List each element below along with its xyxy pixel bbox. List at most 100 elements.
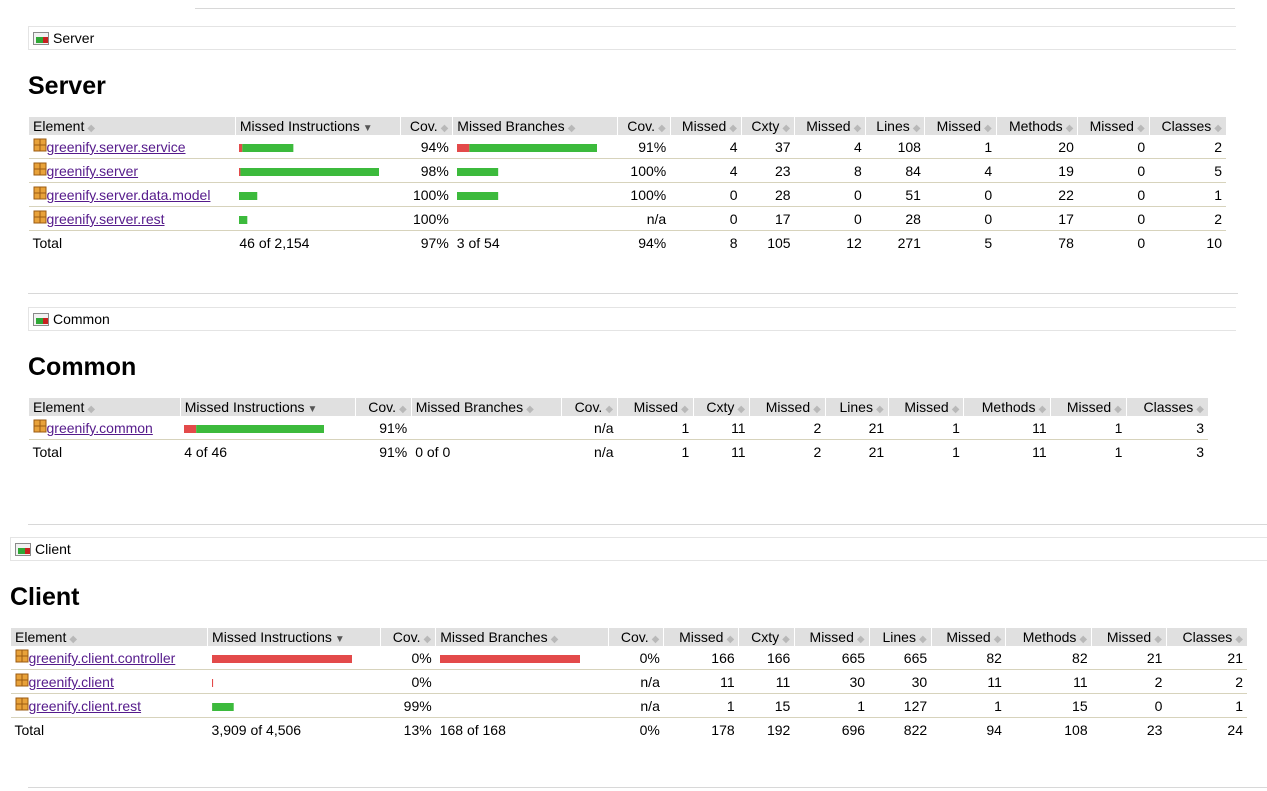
column-header[interactable]: Methods ◆ xyxy=(995,117,1078,135)
cell: 17 xyxy=(741,206,795,231)
column-header[interactable]: Cov. ◆ xyxy=(607,628,664,646)
cell: 22 xyxy=(996,182,1078,207)
column-header[interactable]: Cxty ◆ xyxy=(740,117,795,135)
column-header[interactable]: Missed Instructions ▼ xyxy=(207,628,381,646)
sort-arrow: ◆ xyxy=(853,123,862,134)
cell: 30 xyxy=(794,669,870,694)
package-link[interactable]: greenify.client xyxy=(28,674,114,690)
header-text: Missed xyxy=(904,399,949,415)
column-header[interactable]: Missed ◆ xyxy=(1077,117,1150,135)
covered-bar xyxy=(196,424,325,433)
cell: 51 xyxy=(865,182,925,207)
package-link[interactable]: greenify.server.rest xyxy=(46,211,165,227)
sort-arrow: ◆ xyxy=(729,123,737,134)
column-header[interactable]: Missed Branches ◆ xyxy=(410,398,562,416)
column-header[interactable]: Missed ◆ xyxy=(794,117,866,135)
total-row: Total 3,909 of 4,506 13% 168 of 168 0% 178 192… xyxy=(10,717,1247,741)
column-header[interactable]: Lines ◆ xyxy=(865,117,925,135)
package-link[interactable]: greenify.common xyxy=(46,420,153,436)
element-cell: greenify.common xyxy=(28,416,181,440)
sort-arrow: ◆ xyxy=(984,123,992,134)
column-header[interactable]: Cxty ◆ xyxy=(738,628,795,646)
sort-arrow: ◆ xyxy=(782,634,790,645)
package-link[interactable]: greenify.server xyxy=(46,163,139,179)
divider xyxy=(28,293,1238,294)
column-header[interactable]: Missed ◆ xyxy=(924,117,997,135)
package-link[interactable]: greenify.client.rest xyxy=(28,698,142,714)
package-icon xyxy=(15,673,28,687)
column-header[interactable]: Lines ◆ xyxy=(868,628,932,646)
cell: 5 xyxy=(1149,158,1226,183)
column-header[interactable]: Classes ◆ xyxy=(1165,628,1247,646)
column-header[interactable]: Cov. ◆ xyxy=(399,117,453,135)
missed-bar xyxy=(239,143,243,152)
branches-bar-cell xyxy=(435,693,609,718)
column-header[interactable]: Missed Branches ◆ xyxy=(452,117,618,135)
column-header[interactable]: Methods ◆ xyxy=(963,398,1051,416)
column-header[interactable]: Missed Branches ◆ xyxy=(435,628,609,646)
divider xyxy=(28,787,1267,788)
cell: 84 xyxy=(865,158,925,183)
column-header[interactable]: Missed ◆ xyxy=(1050,398,1127,416)
sort-arrow: ◆ xyxy=(993,634,1002,645)
missed-bar xyxy=(239,167,241,176)
column-header[interactable]: Methods ◆ xyxy=(1005,628,1092,646)
header-text: Lines xyxy=(839,399,873,415)
cell: 0 xyxy=(670,182,742,207)
column-header[interactable]: Missed ◆ xyxy=(793,628,870,646)
cell: 0 xyxy=(1077,135,1150,159)
package-link[interactable]: greenify.server.data.model xyxy=(46,187,211,203)
covered-bar xyxy=(469,143,597,152)
instructions-bar-cell xyxy=(180,416,356,440)
sort-arrow: ◆ xyxy=(813,404,821,415)
column-header[interactable]: Classes ◆ xyxy=(1125,398,1208,416)
header-text: Cxty xyxy=(706,399,735,415)
column-header[interactable]: Missed Instructions ▼ xyxy=(179,398,356,416)
total-cell: 4 of 46 xyxy=(180,439,356,463)
total-cell: 13% xyxy=(380,717,436,741)
column-header[interactable]: Element ◆ xyxy=(28,398,181,416)
column-header[interactable]: Missed ◆ xyxy=(749,398,826,416)
column-header[interactable]: Missed ◆ xyxy=(669,117,742,135)
cell: 94% xyxy=(400,135,453,159)
column-header[interactable]: Element ◆ xyxy=(9,628,208,646)
column-header[interactable]: Cov. ◆ xyxy=(616,117,671,135)
column-header[interactable]: Cov. ◆ xyxy=(379,628,436,646)
sort-arrow: ◆ xyxy=(567,123,576,134)
column-header[interactable]: Missed ◆ xyxy=(617,398,694,416)
header-text: Missed xyxy=(1066,399,1112,415)
column-header[interactable]: Cov. ◆ xyxy=(354,398,412,416)
column-header[interactable]: Element ◆ xyxy=(28,117,236,135)
header-text: Methods xyxy=(981,399,1036,415)
column-header[interactable]: Cxty ◆ xyxy=(692,398,750,416)
column-header[interactable]: Missed ◆ xyxy=(1091,628,1167,646)
cell: 11 xyxy=(738,669,795,694)
cell: 0 xyxy=(1077,158,1150,183)
column-header[interactable]: Classes ◆ xyxy=(1148,117,1226,135)
divider xyxy=(28,524,1267,525)
header-text: Methods xyxy=(1022,629,1077,645)
cell: 1 xyxy=(931,693,1006,718)
cell: 98% xyxy=(400,158,453,183)
column-header[interactable]: Missed ◆ xyxy=(663,628,739,646)
column-header[interactable]: Cov. ◆ xyxy=(560,398,618,416)
package-icon xyxy=(33,162,46,176)
package-icon xyxy=(33,419,46,433)
cell: 0 xyxy=(1091,693,1167,718)
package-link[interactable]: greenify.server.service xyxy=(46,139,186,155)
header-text: Element xyxy=(33,399,85,415)
sort-arrow: ◆ xyxy=(918,634,927,645)
header-text: Missed Instructions xyxy=(212,629,332,645)
package-row: greenify.client 0% n/a 11 11 30 30 11 11 2 2 xyxy=(10,669,1247,694)
coverage-bar xyxy=(456,191,498,200)
cell: 21 xyxy=(1091,646,1167,670)
section-title: Common xyxy=(28,353,137,381)
package-link[interactable]: greenify.client.controller xyxy=(28,650,176,666)
column-header[interactable]: Missed Instructions ▼ xyxy=(234,117,401,135)
sort-arrow: ◆ xyxy=(912,123,921,134)
column-header[interactable]: Missed ◆ xyxy=(887,398,964,416)
column-header[interactable]: Lines ◆ xyxy=(824,398,889,416)
branches-bar-cell xyxy=(411,416,562,440)
sort-arrow: ◆ xyxy=(526,404,534,415)
column-header[interactable]: Missed ◆ xyxy=(930,628,1006,646)
